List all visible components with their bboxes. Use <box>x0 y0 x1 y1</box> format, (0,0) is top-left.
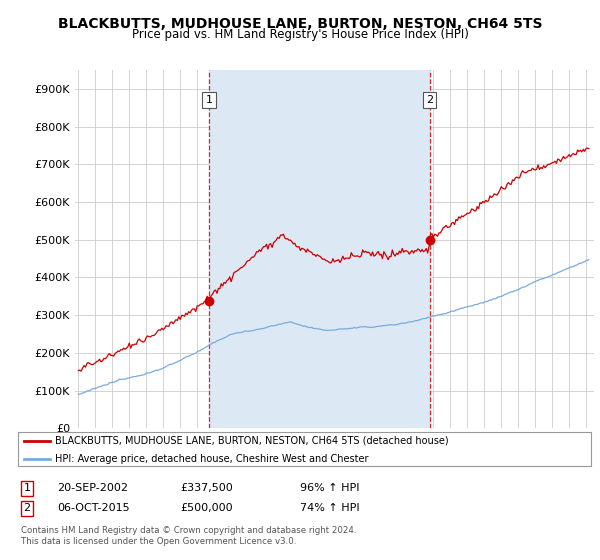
Text: 2: 2 <box>23 503 31 514</box>
Text: 1: 1 <box>23 483 31 493</box>
Text: 74% ↑ HPI: 74% ↑ HPI <box>300 503 359 514</box>
Text: Price paid vs. HM Land Registry's House Price Index (HPI): Price paid vs. HM Land Registry's House … <box>131 28 469 41</box>
Text: HPI: Average price, detached house, Cheshire West and Chester: HPI: Average price, detached house, Ches… <box>55 454 369 464</box>
Text: 96% ↑ HPI: 96% ↑ HPI <box>300 483 359 493</box>
Text: £337,500: £337,500 <box>180 483 233 493</box>
Text: £500,000: £500,000 <box>180 503 233 514</box>
Text: This data is licensed under the Open Government Licence v3.0.: This data is licensed under the Open Gov… <box>21 537 296 546</box>
Text: BLACKBUTTS, MUDHOUSE LANE, BURTON, NESTON, CH64 5TS: BLACKBUTTS, MUDHOUSE LANE, BURTON, NESTO… <box>58 17 542 31</box>
Text: 1: 1 <box>205 95 212 105</box>
Text: 20-SEP-2002: 20-SEP-2002 <box>57 483 128 493</box>
Text: BLACKBUTTS, MUDHOUSE LANE, BURTON, NESTON, CH64 5TS (detached house): BLACKBUTTS, MUDHOUSE LANE, BURTON, NESTO… <box>55 436 449 446</box>
Text: 2: 2 <box>426 95 433 105</box>
Text: Contains HM Land Registry data © Crown copyright and database right 2024.: Contains HM Land Registry data © Crown c… <box>21 526 356 535</box>
Text: 06-OCT-2015: 06-OCT-2015 <box>57 503 130 514</box>
Bar <box>209 70 430 428</box>
